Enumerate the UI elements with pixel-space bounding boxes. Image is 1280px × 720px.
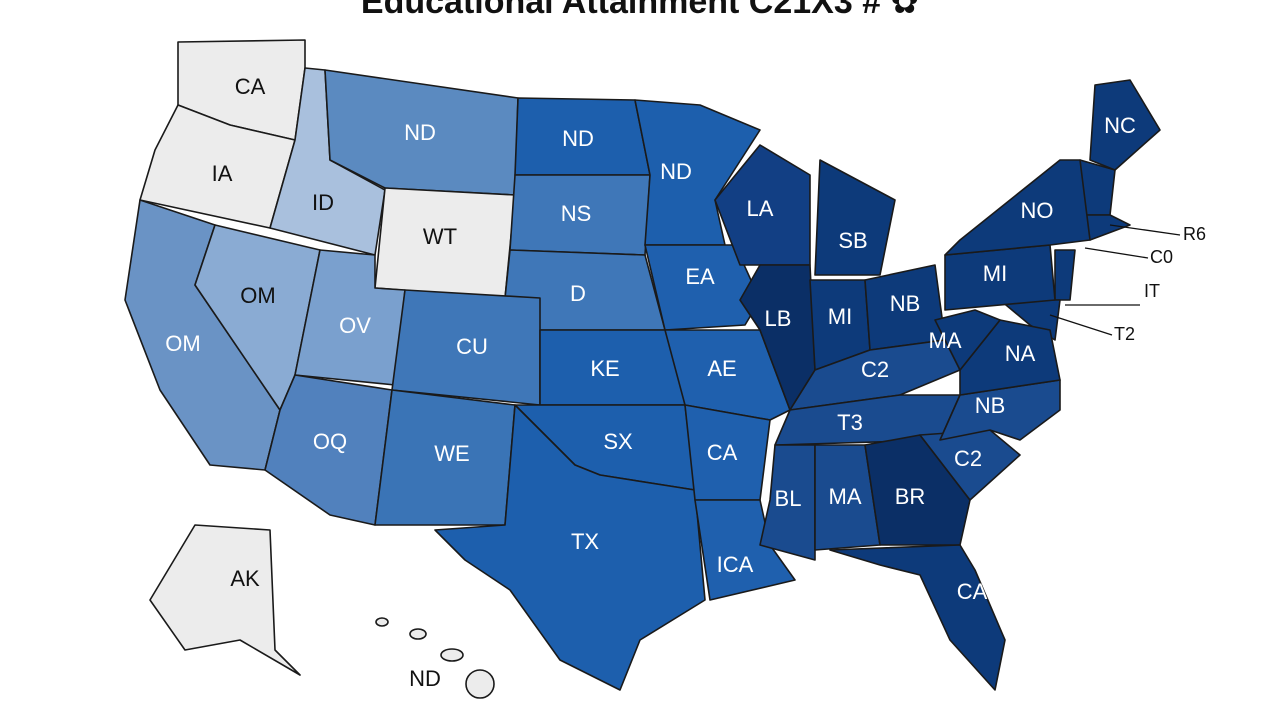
region-label: C2 — [861, 357, 889, 382]
callout-label: C0 — [1150, 247, 1173, 267]
state-shape — [434, 404, 706, 691]
region-label: ND — [409, 666, 441, 691]
island — [375, 617, 389, 627]
labels: CA IA ID ND WT ND NS D ND EA LA SB OM OM OV CU OQ WE KE SX T… — [165, 74, 1206, 691]
region-label: NC — [1104, 113, 1136, 138]
state-shape — [149, 524, 301, 676]
region-label: MI — [828, 304, 852, 329]
region-label: NO — [1021, 198, 1054, 223]
region-label: ICA — [717, 552, 754, 577]
region-label: CA — [707, 440, 738, 465]
region-label: TX — [571, 529, 599, 554]
state-shape — [829, 544, 1006, 691]
region-label: AK — [230, 566, 260, 591]
region-label: LA — [747, 196, 774, 221]
region-label: OV — [339, 313, 371, 338]
state-shape — [664, 329, 791, 421]
region-label: OM — [165, 331, 200, 356]
region-label: NS — [561, 201, 592, 226]
region-label: OM — [240, 283, 275, 308]
region-label: ID — [312, 190, 334, 215]
callout-line — [1109, 224, 1181, 236]
callout-line — [1049, 314, 1113, 336]
state-shape — [1054, 249, 1076, 301]
region-label: NB — [975, 393, 1006, 418]
region-label: NB — [890, 291, 921, 316]
region-label: ND — [562, 126, 594, 151]
region-label: CA — [235, 74, 266, 99]
region-label: C2 — [954, 446, 982, 471]
region-label: AE — [707, 356, 736, 381]
region-label: MI — [983, 261, 1007, 286]
region-label: MA — [929, 328, 962, 353]
region-label: NA — [1005, 341, 1036, 366]
region-label: T3 — [837, 410, 863, 435]
state-shape — [934, 309, 1001, 371]
region-label: BL — [775, 486, 802, 511]
region-label: ND — [660, 159, 692, 184]
region-label: CU — [456, 334, 488, 359]
callout-label: T2 — [1114, 324, 1135, 344]
map-title: Educational Attainment C21X3 # ✿ — [361, 0, 919, 21]
region-label: LB — [765, 306, 792, 331]
island — [465, 669, 495, 699]
region-label: WT — [423, 224, 457, 249]
region-label: ND — [404, 120, 436, 145]
region-label: MA — [829, 484, 862, 509]
state-shape — [694, 499, 796, 601]
callout-label: R6 — [1183, 224, 1206, 244]
region-label: EA — [685, 264, 715, 289]
state-shape — [714, 144, 811, 266]
callout-label: IT — [1144, 281, 1160, 301]
region-label: CA — [957, 579, 988, 604]
region-label: OQ — [313, 429, 347, 454]
region-label: WE — [434, 441, 469, 466]
state-shape — [944, 159, 1091, 256]
region-label: BR — [895, 484, 926, 509]
states — [124, 39, 1181, 699]
callout-line — [1084, 247, 1149, 259]
region-label: KE — [590, 356, 619, 381]
region-label: SB — [838, 228, 867, 253]
state-shape — [864, 434, 971, 546]
island — [440, 648, 464, 662]
region-label: D — [570, 281, 586, 306]
state-shape — [759, 444, 816, 561]
region-label: SX — [603, 429, 633, 454]
state-shape — [1089, 79, 1161, 171]
state-shape — [634, 99, 761, 246]
island — [409, 628, 427, 640]
state-shape — [814, 159, 896, 276]
region-label: IA — [212, 161, 233, 186]
